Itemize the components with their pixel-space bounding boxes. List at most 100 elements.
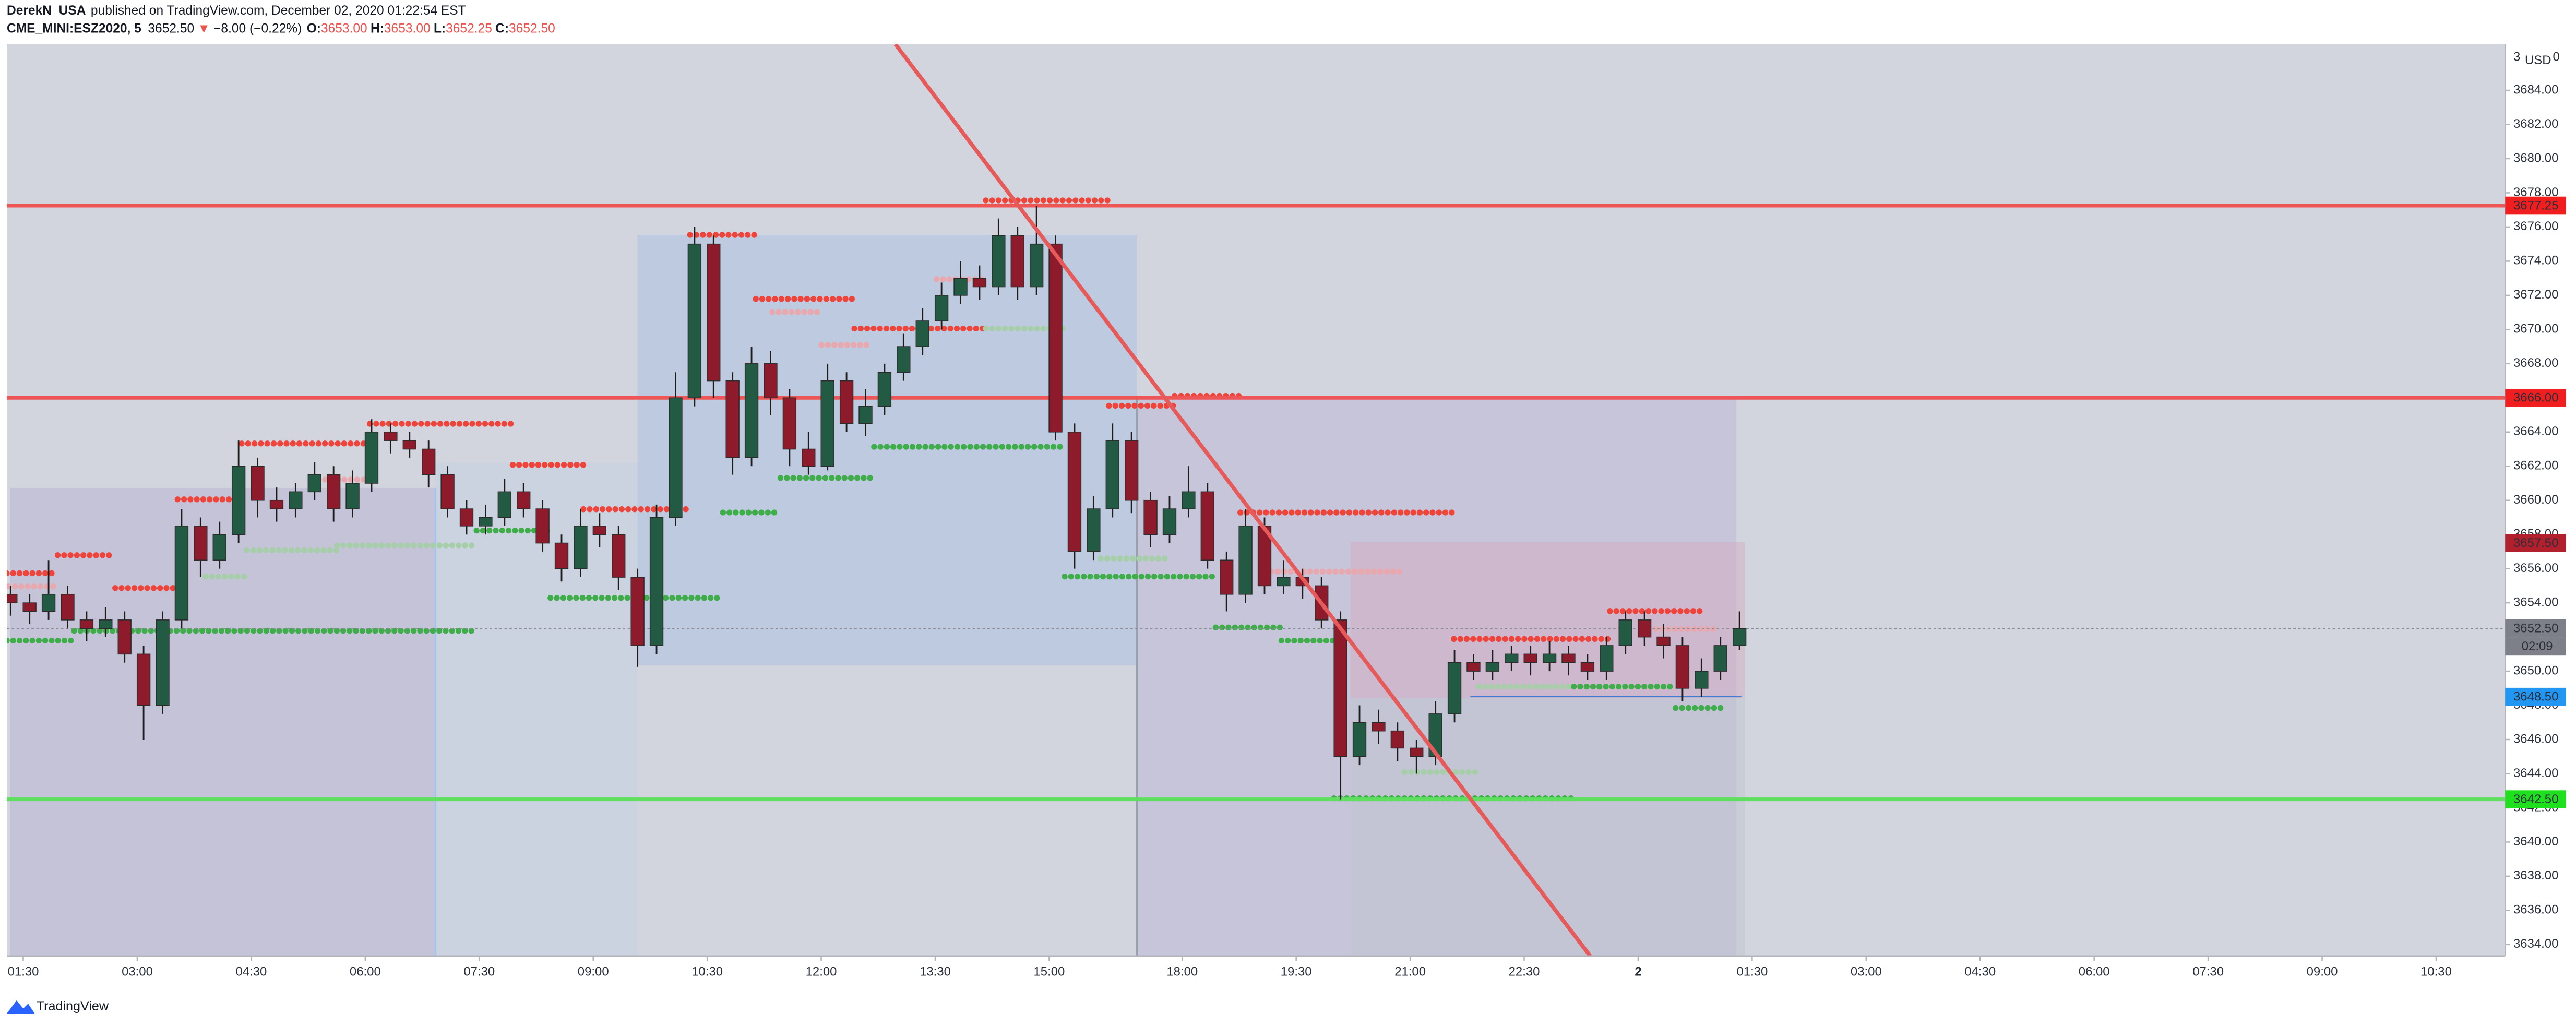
candle-body xyxy=(1447,662,1462,714)
levels xyxy=(7,204,2506,802)
candle-body xyxy=(630,577,645,646)
candle-body xyxy=(402,440,416,450)
candle-body xyxy=(364,431,379,484)
candle-body xyxy=(1029,243,1044,288)
price-tag-label: 3677.25 xyxy=(2513,198,2558,212)
candle-body xyxy=(22,602,37,612)
candle-body xyxy=(479,517,493,527)
x-tick-label: 10:30 xyxy=(691,965,723,979)
zone xyxy=(10,487,436,956)
y-tick-label: 3672.00 xyxy=(2513,288,2558,302)
candle-body xyxy=(1067,431,1082,552)
candle-body xyxy=(574,526,588,569)
currency: USD xyxy=(2525,53,2551,67)
price-tag-label: 3648.50 xyxy=(2513,689,2558,704)
x-tick-label: 04:30 xyxy=(235,965,267,979)
candle-body xyxy=(1600,645,1614,672)
candle-body xyxy=(764,363,778,399)
x-tick-label: 15:00 xyxy=(1034,965,1065,979)
candle-body xyxy=(1713,645,1727,672)
candle-body xyxy=(7,593,18,603)
candle-body xyxy=(535,508,550,544)
y-tick-label: 3670.00 xyxy=(2513,322,2558,336)
price-tag xyxy=(2505,196,2566,215)
x-tick-label: 18:00 xyxy=(1166,965,1198,979)
change-arrow: ▼ xyxy=(197,22,210,36)
y-tick-label: 3662.00 xyxy=(2513,459,2558,473)
candle-body xyxy=(992,235,1006,288)
candle-body xyxy=(554,542,569,569)
candle-body xyxy=(440,474,455,509)
x-tick-label: 04:30 xyxy=(1964,965,1996,979)
x-tick-label: 12:00 xyxy=(806,965,837,979)
candle-body xyxy=(1523,653,1537,663)
candle-body xyxy=(934,295,949,321)
price-tag xyxy=(2505,790,2566,808)
x-tick-label: 03:00 xyxy=(122,965,153,979)
y-tick-label: 3680.00 xyxy=(2513,151,2558,165)
candle-body xyxy=(820,380,834,467)
candle-body xyxy=(384,431,398,441)
candle-body xyxy=(269,499,284,509)
low-value: 3652.25 xyxy=(446,22,492,36)
candle-body xyxy=(1485,662,1500,672)
y-tick-label: 3638.00 xyxy=(2513,868,2558,883)
price-tag-label: 3652.50 xyxy=(2513,622,2558,636)
candle-body xyxy=(1466,662,1481,672)
candle-body xyxy=(1410,747,1424,757)
candle-body xyxy=(1580,662,1595,672)
y-tick-label: 3664.00 xyxy=(2513,424,2558,438)
x-tick-label: 01:30 xyxy=(8,965,39,979)
x-tick-label: 03:00 xyxy=(1851,965,1882,979)
x-tick-label: 06:00 xyxy=(2079,965,2110,979)
candle-body xyxy=(194,526,208,561)
candle-body xyxy=(459,508,474,527)
y-tick-label: 3650.00 xyxy=(2513,663,2558,677)
candle-body xyxy=(877,372,892,407)
candle-body xyxy=(972,278,987,288)
author: DerekN_USA xyxy=(7,4,86,18)
price-tag xyxy=(2505,534,2566,552)
candle-body xyxy=(79,619,94,629)
brand: TradingView xyxy=(37,999,109,1014)
candle-body xyxy=(1200,491,1214,561)
candle-body xyxy=(839,380,854,424)
x-tick-label: 22:30 xyxy=(1509,965,1540,979)
candle-body xyxy=(497,491,511,518)
price-tag xyxy=(2505,619,2566,638)
trendline xyxy=(893,44,1592,956)
candle-body xyxy=(289,491,303,509)
close-label: C: xyxy=(495,22,509,36)
x-tick-label: 07:30 xyxy=(2192,965,2224,979)
candle-body xyxy=(707,243,721,382)
candle-body xyxy=(1352,722,1367,757)
y-tick-label: 3644.00 xyxy=(2513,766,2558,780)
candle-body xyxy=(1505,653,1519,663)
y-tick-label: 3654.00 xyxy=(2513,595,2558,609)
y-tick-label: 3668.00 xyxy=(2513,356,2558,370)
candle-body xyxy=(251,466,265,501)
y-tick-label: 3634.00 xyxy=(2513,937,2558,951)
candle-body xyxy=(1656,636,1671,646)
plot-area xyxy=(7,44,2506,956)
x-tick-label: 09:00 xyxy=(2307,965,2338,979)
candle-body xyxy=(212,534,226,561)
x-tick-label: 13:30 xyxy=(920,965,951,979)
candle-body xyxy=(1637,619,1652,638)
x-tick-label: 09:00 xyxy=(578,965,609,979)
last-price: 3652.50 xyxy=(148,22,194,36)
price-tag xyxy=(2505,388,2566,407)
candle-body xyxy=(1542,653,1557,663)
candle-body xyxy=(1390,730,1405,749)
axis-corner-right: 0 xyxy=(2553,50,2560,64)
countdown: 02:09 xyxy=(2522,639,2553,653)
y-tick-label: 3674.00 xyxy=(2513,254,2558,268)
y-tick-label: 3684.00 xyxy=(2513,82,2558,97)
candle-body xyxy=(517,491,531,509)
candle-body xyxy=(41,593,56,612)
x-tick-label: 19:30 xyxy=(1281,965,1312,979)
candle-body xyxy=(1125,440,1139,501)
candle-body xyxy=(231,466,246,535)
open-value: 3653.00 xyxy=(321,22,367,36)
